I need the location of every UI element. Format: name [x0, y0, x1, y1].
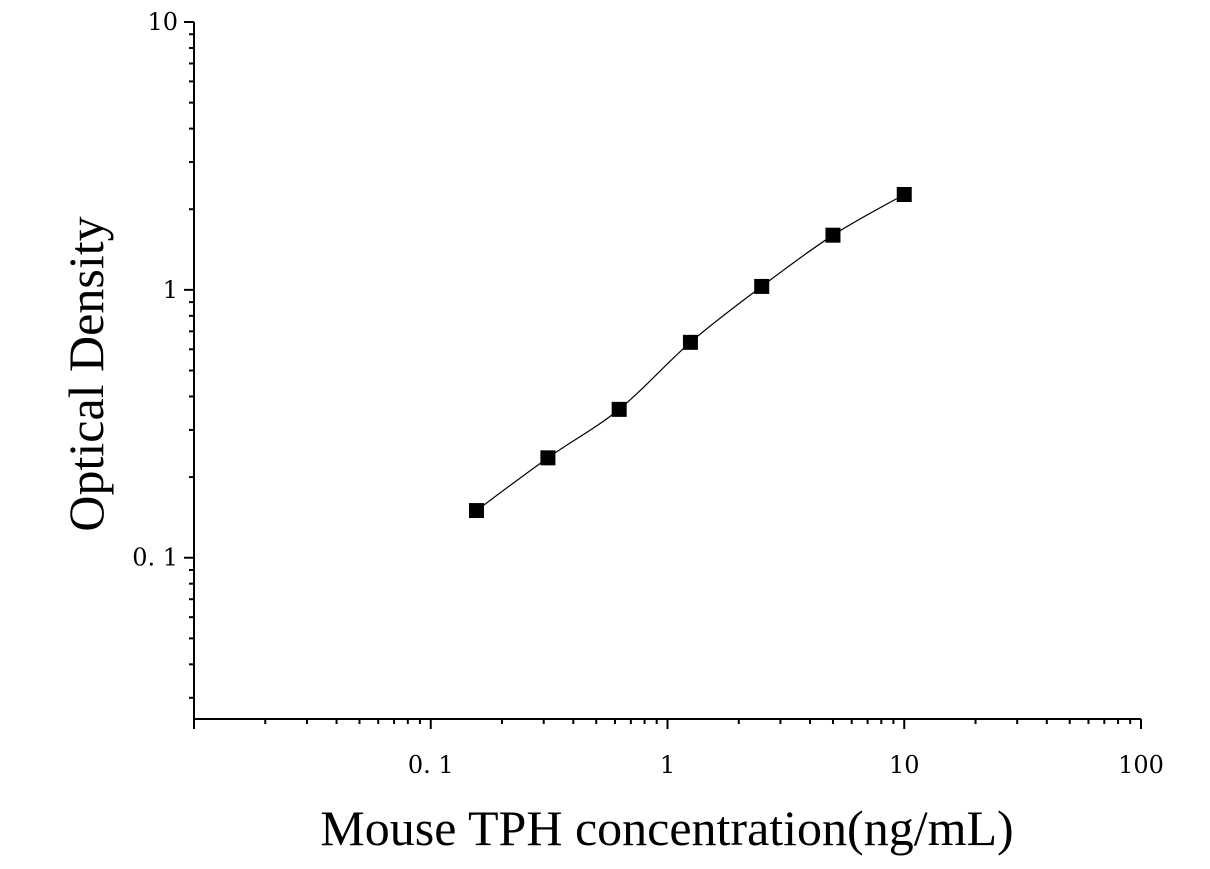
- x-axis-ticks: 0. 1 1 10 100: [193, 719, 1164, 779]
- y-tick-label: 10: [147, 8, 178, 36]
- data-point: [682, 334, 698, 350]
- x-tick-label: 10: [889, 751, 920, 779]
- data-points-layer: [468, 186, 912, 519]
- data-point: [540, 450, 556, 466]
- y-axis-title: Optical Density: [58, 216, 114, 531]
- y-tick-label: 1: [163, 276, 178, 304]
- data-point: [754, 278, 770, 294]
- x-tick-label: 100: [1118, 751, 1164, 779]
- data-point: [468, 503, 484, 519]
- data-point: [896, 186, 912, 202]
- data-point: [611, 401, 627, 417]
- x-tick-label: 0. 1: [408, 751, 454, 779]
- y-axis-ticks: 0. 1 1 10: [132, 8, 194, 699]
- x-axis-title: Mouse TPH concentration(ng/mL): [320, 800, 1013, 856]
- x-tick-label: 1: [660, 751, 675, 779]
- axes: [193, 22, 1141, 720]
- y-tick-label: 0. 1: [132, 544, 178, 572]
- data-point: [825, 227, 841, 243]
